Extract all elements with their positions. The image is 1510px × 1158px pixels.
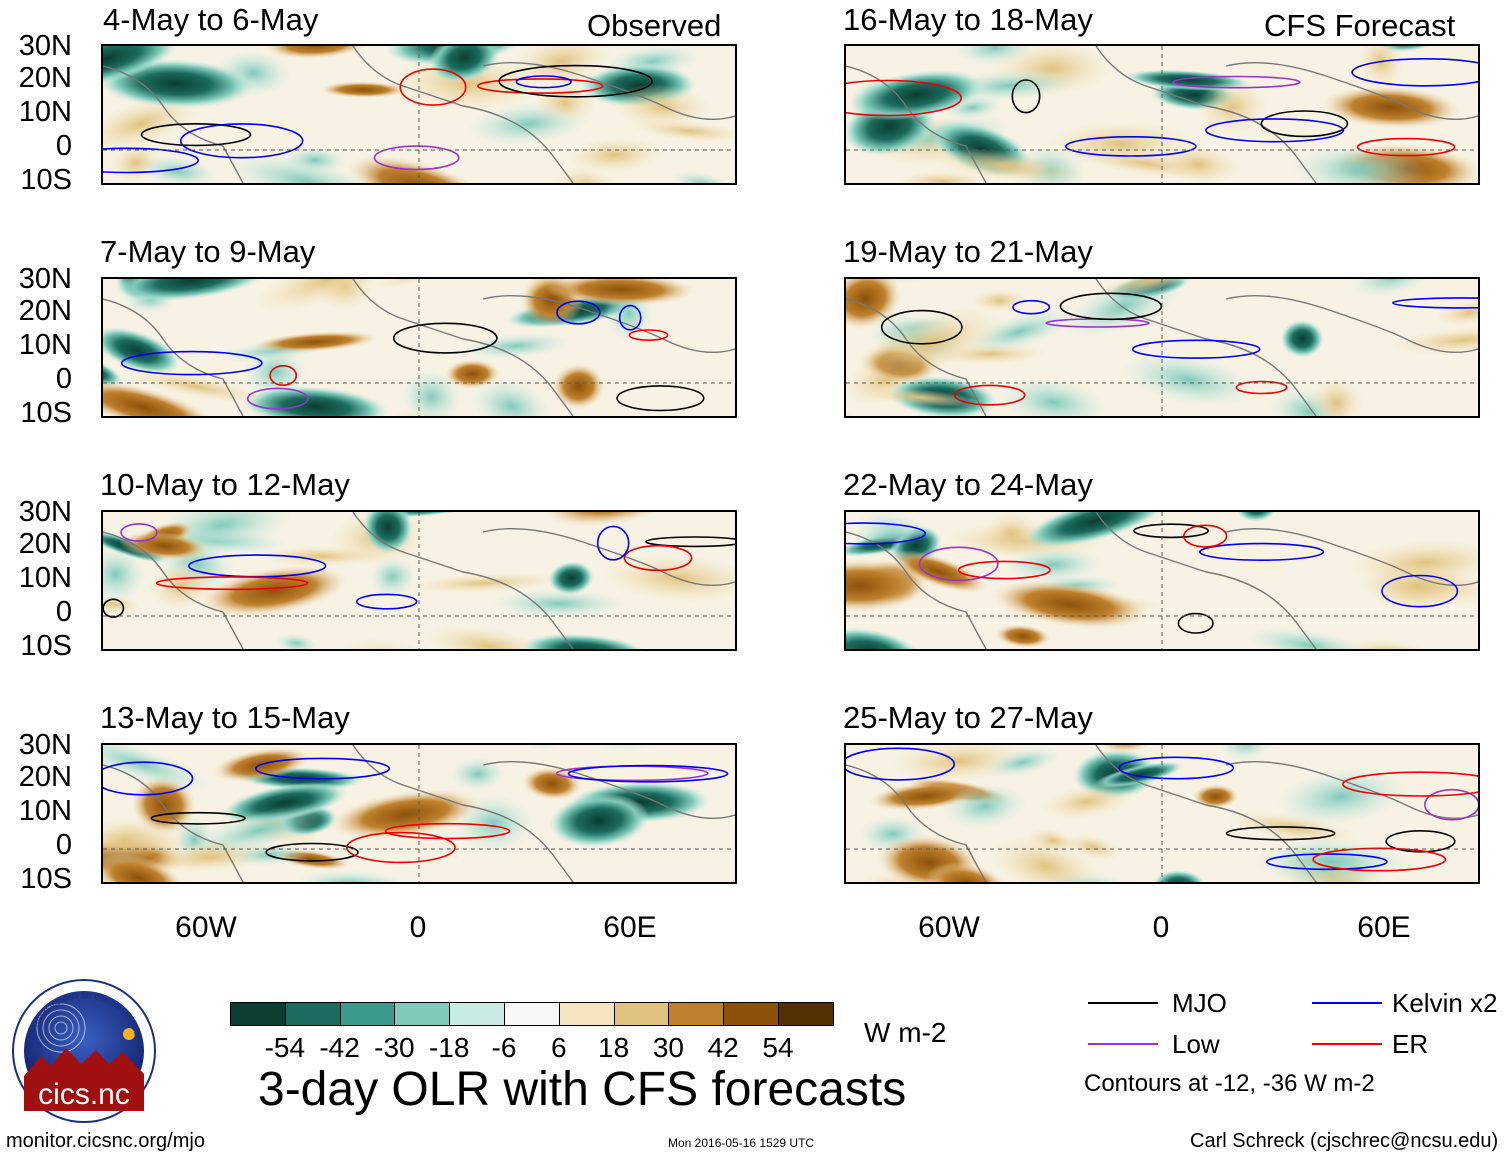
colorbar-swatch — [558, 1002, 615, 1026]
colorbar-tick-label: -6 — [491, 1032, 517, 1063]
colorbar-tick-label: 42 — [707, 1032, 739, 1063]
olr-map-field — [103, 745, 735, 882]
legend-mjo-line — [1088, 1002, 1158, 1004]
lat-tick-10s-row3: 10S — [20, 630, 72, 662]
panel-title-obs-3: 10-May to 12-May — [100, 467, 350, 502]
colorbar-swatch — [778, 1002, 834, 1026]
legend-kelvin-line — [1312, 1002, 1382, 1004]
panel-title-obs-1: 4-May to 6-May — [103, 2, 319, 37]
legend-kelvin-label: Kelvin x2 — [1392, 988, 1498, 1018]
lat-tick-20n-row2: 20N — [18, 295, 72, 327]
map-fc-1 — [844, 44, 1480, 185]
lon-tick-60e-obs: 60E — [603, 911, 657, 944]
colorbar-tick-label: 54 — [762, 1032, 794, 1063]
colorbar-swatch — [668, 1002, 725, 1026]
legend-note: Contours at -12, -36 W m-2 — [1084, 1070, 1375, 1097]
map-obs-4 — [101, 743, 737, 884]
legend-er-line — [1312, 1043, 1382, 1045]
olr-map-field — [103, 46, 735, 183]
main-title: 3-day OLR with CFS forecasts — [258, 1063, 907, 1116]
colorbar-swatch — [723, 1002, 779, 1026]
logo-text: cics.nc — [38, 1078, 130, 1111]
colorbar-swatch — [613, 1002, 670, 1026]
lat-tick-10s-row4: 10S — [20, 863, 72, 895]
colorbar-tick-label: -54 — [264, 1032, 306, 1063]
map-fc-3 — [844, 510, 1480, 651]
footer-url[interactable]: monitor.cicsnc.org/mjo — [6, 1130, 205, 1152]
map-fc-2 — [844, 277, 1480, 418]
colorbar-swatch — [284, 1002, 341, 1026]
lat-tick-20n-row3: 20N — [18, 528, 72, 560]
legend-low-line — [1088, 1043, 1158, 1045]
colorbar-tick-label: -42 — [319, 1032, 360, 1063]
panel-title-fc-3: 22-May to 24-May — [843, 467, 1093, 502]
lat-tick-20n-row4: 20N — [18, 761, 72, 793]
lat-tick-0-row1: 0 — [55, 130, 72, 162]
lon-tick-0-obs: 0 — [409, 911, 427, 944]
lat-tick-30n-row4: 30N — [18, 729, 72, 761]
observed-label: Observed — [587, 8, 722, 43]
colorbar-tick-label: -18 — [428, 1032, 470, 1063]
lat-tick-10n-row1: 10N — [18, 96, 72, 128]
map-obs-2 — [101, 277, 737, 418]
colorbar-tick-label: 6 — [551, 1032, 567, 1063]
colorbar-tick-label: -30 — [374, 1032, 415, 1063]
lat-tick-10n-row2: 10N — [18, 329, 72, 361]
map-obs-3 — [101, 510, 737, 651]
colorbar-swatch — [339, 1002, 396, 1026]
olr-map-field — [846, 46, 1478, 183]
panel-title-obs-4: 13-May to 15-May — [100, 700, 350, 735]
panel-title-obs-2: 7-May to 9-May — [100, 234, 316, 269]
olr-map-field — [846, 512, 1478, 649]
lat-tick-0-row4: 0 — [55, 829, 72, 861]
lat-tick-0-row2: 0 — [55, 363, 72, 395]
panel-title-fc-1: 16-May to 18-May — [843, 2, 1093, 37]
olr-map-field — [846, 279, 1478, 416]
legend-mjo-label: MJO — [1172, 988, 1227, 1018]
olr-map-field — [103, 279, 735, 416]
colorbar-units: W m-2 — [864, 1017, 947, 1048]
forecast-label: CFS Forecast — [1264, 8, 1456, 43]
lon-tick-60w-fc: 60W — [918, 911, 980, 944]
lat-tick-10s-row2: 10S — [20, 397, 72, 429]
lat-tick-30n-row2: 30N — [18, 263, 72, 295]
olr-map-field — [846, 745, 1478, 882]
olr-map-field — [103, 512, 735, 649]
lat-tick-10s-row1: 10S — [20, 164, 72, 196]
colorbar-swatch — [230, 1002, 286, 1026]
colorbar-tick-label: 18 — [598, 1032, 630, 1063]
panel-title-fc-4: 25-May to 27-May — [843, 700, 1093, 735]
map-obs-1 — [101, 44, 737, 185]
lat-tick-20n-row1: 20N — [18, 62, 72, 94]
legend-er-label: ER — [1392, 1029, 1429, 1059]
lon-tick-60e-fc: 60E — [1357, 911, 1411, 944]
colorbar-tick-label: 30 — [652, 1032, 684, 1063]
colorbar-swatch — [504, 1002, 560, 1026]
lat-tick-30n-row3: 30N — [18, 496, 72, 528]
colorbar-swatch — [449, 1002, 505, 1026]
lat-tick-30n-row1: 30N — [18, 30, 72, 62]
footer-author: Carl Schreck (cjschrec@ncsu.edu) — [1190, 1130, 1499, 1152]
lat-tick-10n-row3: 10N — [18, 562, 72, 594]
colorbar-swatch — [394, 1002, 451, 1026]
footer-timestamp: Mon 2016-05-16 1529 UTC — [668, 1136, 815, 1150]
panel-title-fc-2: 19-May to 21-May — [843, 234, 1093, 269]
lon-tick-60w-obs: 60W — [175, 911, 237, 944]
lat-tick-0-row3: 0 — [55, 596, 72, 628]
lon-tick-0-fc: 0 — [1152, 911, 1170, 944]
legend-low-label: Low — [1172, 1029, 1220, 1059]
map-fc-4 — [844, 743, 1480, 884]
cics-logo: cics.nc Cooperative Institute for Climat… — [9, 970, 157, 1124]
lat-tick-10n-row4: 10N — [18, 795, 72, 827]
